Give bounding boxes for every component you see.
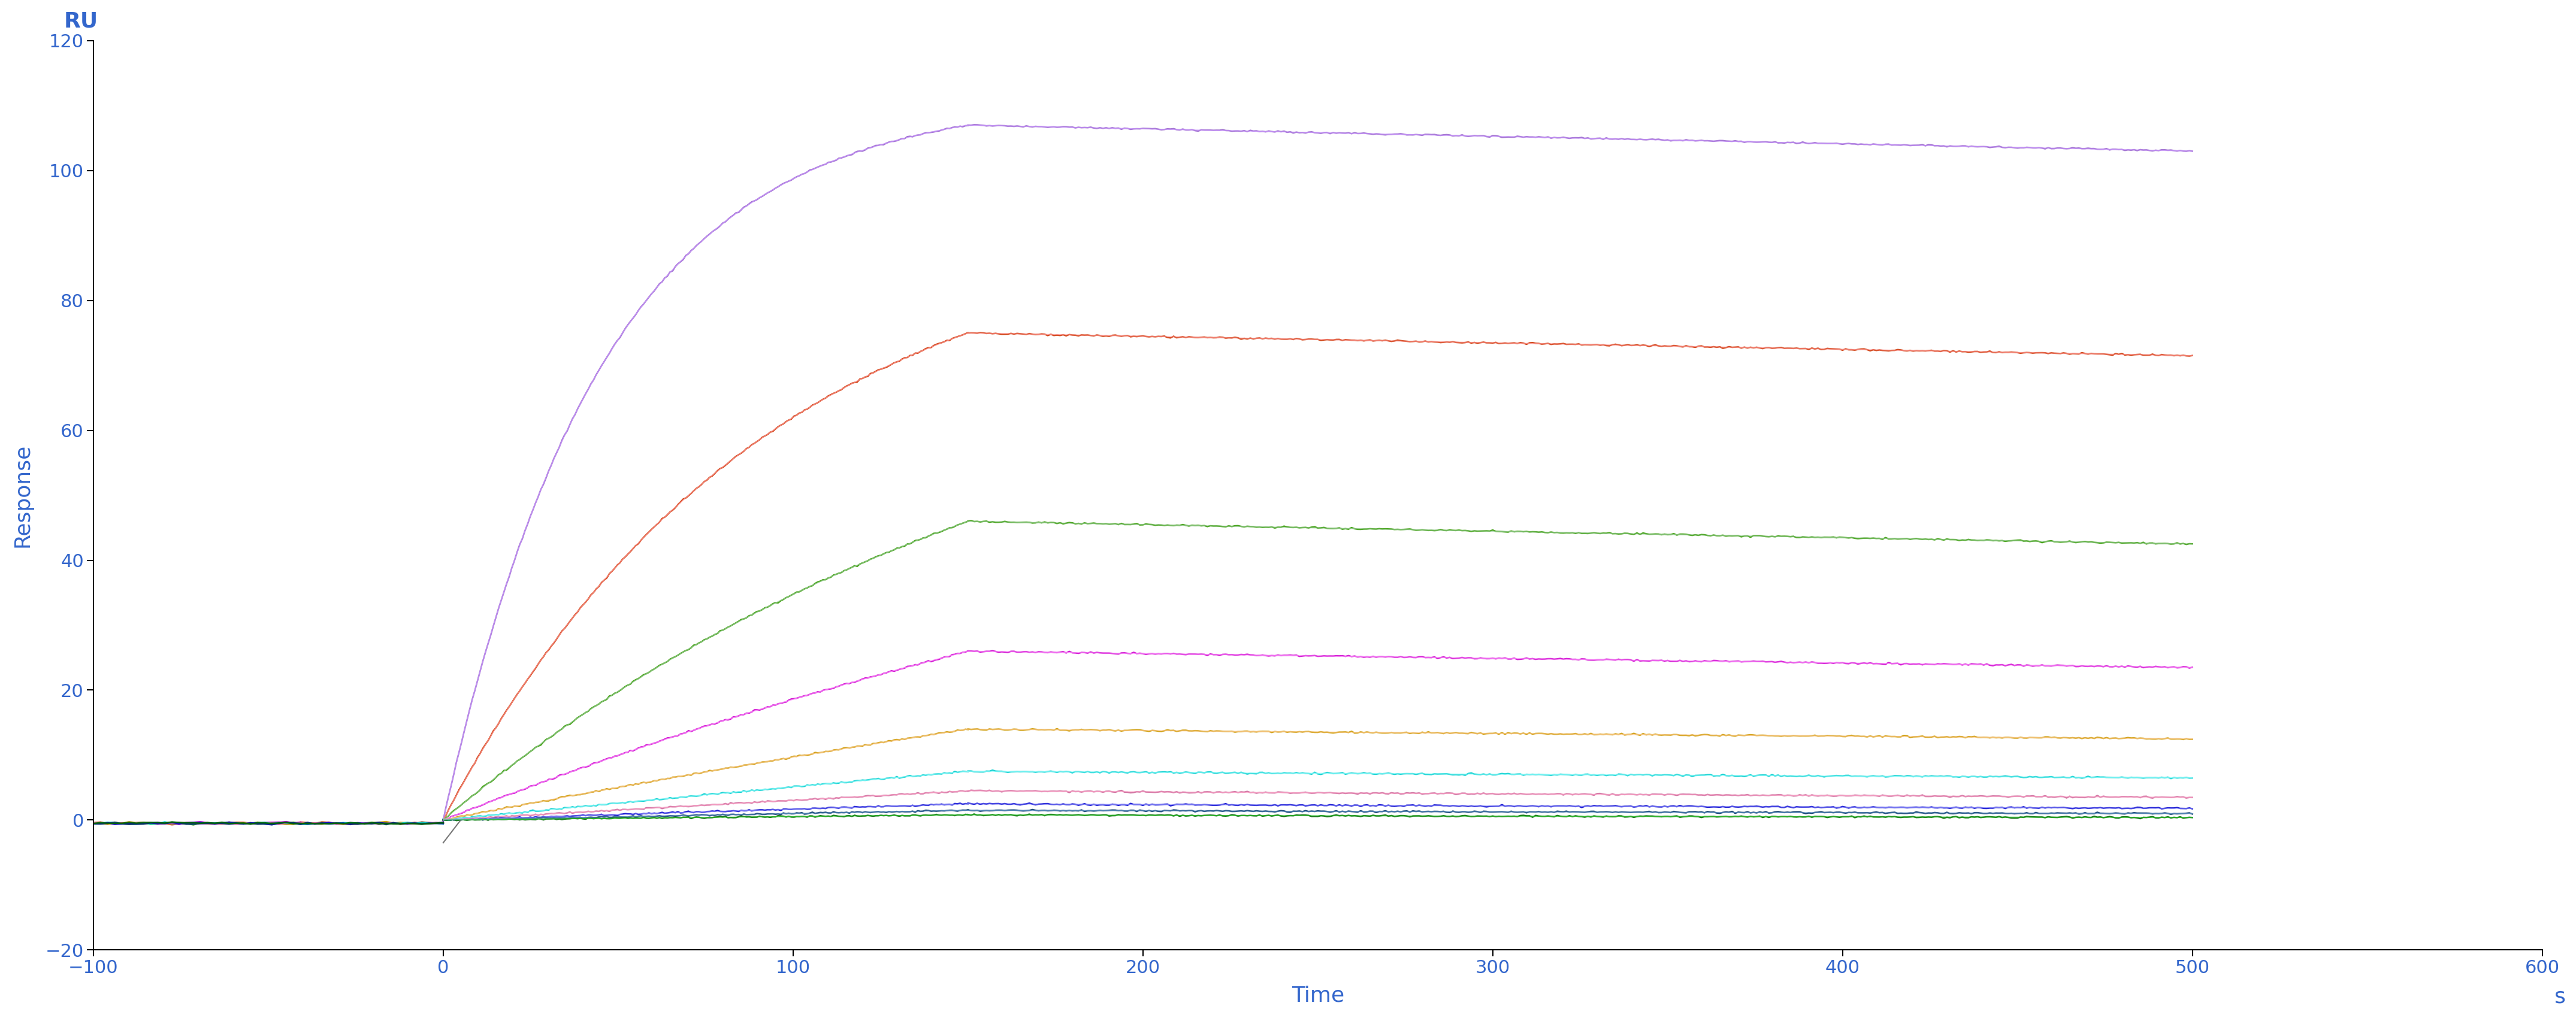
Text: s: s bbox=[2555, 986, 2566, 1007]
X-axis label: Time: Time bbox=[1291, 985, 1345, 1006]
Text: RU: RU bbox=[64, 11, 98, 32]
Y-axis label: Response: Response bbox=[13, 444, 33, 547]
